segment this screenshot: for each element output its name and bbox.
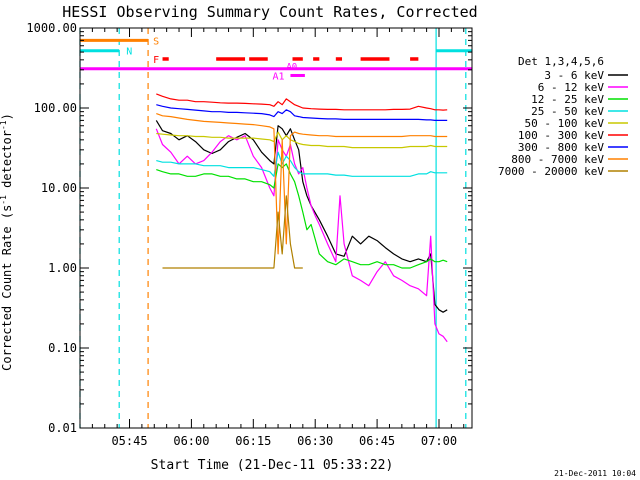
- y-axis-label: Corrected Count Rate (s-1 detector-1): [0, 113, 14, 371]
- y-tick-label: 0.01: [48, 421, 77, 435]
- legend-label: 50 - 100 keV: [525, 117, 605, 130]
- y-label-mid: detector: [0, 130, 14, 195]
- footer-timestamp: 21-Dec-2011 10:04: [554, 469, 636, 478]
- flag-f-label: F: [153, 55, 159, 66]
- legend-label: 12 - 25 keV: [531, 93, 604, 106]
- series-line: [156, 93, 448, 111]
- x-tick-label: 06:00: [173, 434, 209, 448]
- series-line: [155, 120, 448, 313]
- x-axis: 05:45 06:00 06:15 06:30 06:45 07:00: [79, 28, 465, 448]
- y-tick-label: 100.00: [34, 101, 77, 115]
- legend-title: Det 1,3,4,5,6: [518, 55, 604, 68]
- series-line: [156, 113, 448, 255]
- legend-label: 100 - 300 keV: [518, 129, 604, 142]
- flag-a0-label: A0: [286, 63, 297, 73]
- series-line: [162, 195, 303, 269]
- legend-label: 25 - 50 keV: [531, 105, 604, 118]
- x-tick-label: 06:15: [235, 434, 271, 448]
- y-tick-label: 1.00: [48, 261, 77, 275]
- x-axis-label: Start Time (21-Dec-11 05:33:22): [151, 458, 394, 473]
- chart-title: HESSI Observing Summary Count Rates, Cor…: [62, 3, 477, 21]
- y-tick-label: 10.00: [41, 181, 77, 195]
- flag-s-label: S: [153, 36, 159, 47]
- series-line: [156, 131, 448, 149]
- y-label-sup-2: -1: [0, 120, 8, 130]
- legend-label: 6 - 12 keV: [538, 81, 605, 94]
- y-axis: 0.01 0.10 1.00 10.00 100.00 1000.00: [26, 21, 472, 435]
- legend-label: 300 - 800 keV: [518, 141, 604, 154]
- y-label-main: Corrected Count Rate (s: [0, 205, 14, 371]
- legend-label: 800 - 7000 keV: [511, 153, 604, 166]
- series-line: [156, 163, 448, 269]
- x-tick-label: 06:30: [297, 434, 333, 448]
- flag-n-label: N: [126, 47, 132, 58]
- y-tick-label: 0.10: [48, 341, 77, 355]
- y-tick-label: 1000.00: [26, 21, 77, 35]
- x-tick-label: 07:00: [421, 434, 457, 448]
- y-label-end: ): [0, 113, 14, 120]
- x-tick-label: 05:45: [111, 434, 147, 448]
- x-tick-label: 06:45: [359, 434, 395, 448]
- legend-label: 3 - 6 keV: [544, 69, 604, 82]
- series-line: [155, 128, 448, 343]
- legend-label: 7000 - 20000 keV: [498, 165, 604, 178]
- y-label-sup-1: -1: [0, 195, 8, 205]
- series-lines: [155, 93, 448, 343]
- plot-frame: [79, 27, 473, 429]
- vertical-markers: [79, 28, 467, 428]
- series-line: [156, 104, 448, 122]
- series-line: [156, 151, 448, 177]
- flag-a1-label: A1: [272, 71, 284, 82]
